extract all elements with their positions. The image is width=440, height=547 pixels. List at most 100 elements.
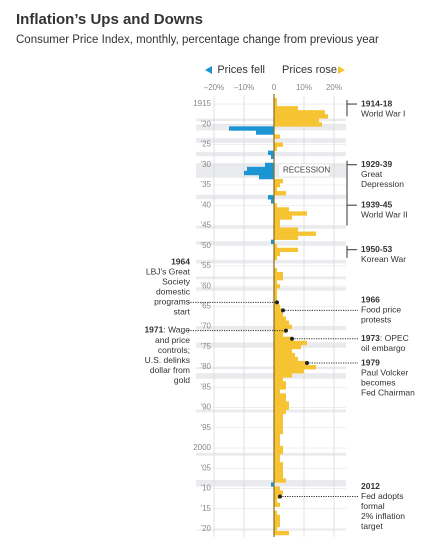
bar bbox=[274, 510, 277, 516]
annotation-text: Paul Volcker bbox=[361, 367, 408, 377]
annotation-year: 1966 bbox=[361, 295, 380, 305]
bar bbox=[274, 276, 283, 281]
bar bbox=[274, 271, 283, 277]
y-tick-label: ’25 bbox=[200, 140, 211, 149]
annotation-label: 1950-53 bbox=[361, 244, 392, 254]
bar bbox=[274, 421, 283, 427]
bar bbox=[274, 227, 298, 232]
bar bbox=[274, 292, 277, 297]
bar bbox=[274, 231, 316, 236]
recession-band bbox=[196, 259, 346, 264]
y-tick-label: ’20 bbox=[200, 119, 211, 128]
annotation-text: Great bbox=[361, 169, 383, 179]
bar bbox=[274, 203, 277, 208]
bar bbox=[274, 466, 283, 471]
bar bbox=[274, 215, 292, 220]
y-tick-label: 2000 bbox=[193, 443, 211, 452]
bar bbox=[274, 207, 289, 212]
bar bbox=[274, 518, 280, 524]
annotation-text: gold bbox=[174, 375, 190, 385]
bar bbox=[274, 474, 283, 479]
bar bbox=[274, 308, 283, 313]
y-tick-label: ’30 bbox=[200, 160, 211, 169]
bar bbox=[274, 187, 277, 192]
bar bbox=[274, 243, 277, 249]
bar bbox=[259, 174, 274, 180]
recession-band bbox=[196, 373, 346, 379]
bar bbox=[274, 235, 298, 240]
bar bbox=[274, 247, 298, 253]
bar bbox=[274, 373, 292, 378]
bar bbox=[274, 417, 283, 422]
bar bbox=[274, 344, 301, 350]
bar bbox=[268, 195, 274, 200]
annotation-text: controls; bbox=[158, 345, 190, 355]
bar bbox=[274, 502, 280, 507]
bar bbox=[274, 267, 277, 273]
annotation-text: oil embargo bbox=[361, 343, 406, 353]
annotation-year: 1964 bbox=[171, 257, 190, 267]
bar bbox=[274, 514, 280, 520]
bar bbox=[274, 178, 283, 184]
y-tick-label: ’95 bbox=[200, 423, 211, 432]
bar bbox=[274, 458, 280, 463]
bar bbox=[274, 498, 277, 503]
recession-band bbox=[196, 118, 346, 122]
bar bbox=[274, 348, 292, 354]
legend-label: Prices rose bbox=[282, 64, 337, 76]
bar bbox=[271, 199, 274, 204]
annotation-dot bbox=[275, 300, 279, 305]
y-tick-label: ’90 bbox=[200, 403, 211, 412]
y-tick-label: ’85 bbox=[200, 382, 211, 391]
bar bbox=[274, 352, 295, 358]
chart-subtitle: Consumer Price Index, monthly, percentag… bbox=[16, 34, 379, 46]
annotation-text: Fed adopts bbox=[361, 491, 404, 501]
recession-band bbox=[196, 287, 346, 291]
bar bbox=[274, 437, 280, 443]
bar bbox=[274, 397, 286, 402]
bar bbox=[274, 409, 286, 414]
bar bbox=[274, 255, 277, 261]
annotation-text: programs bbox=[154, 297, 190, 307]
bar bbox=[274, 219, 280, 224]
bar bbox=[271, 154, 274, 160]
annotation-dot bbox=[278, 494, 282, 499]
y-tick-label: 1915 bbox=[193, 99, 211, 108]
recession-label: RECESSION bbox=[283, 166, 330, 175]
x-tick-label: –10% bbox=[234, 83, 254, 92]
bar bbox=[268, 150, 274, 155]
bar bbox=[274, 122, 322, 127]
bar bbox=[274, 478, 286, 483]
annotation-text: protests bbox=[361, 315, 391, 325]
annotation-year: 2012 bbox=[361, 481, 380, 491]
bar bbox=[271, 482, 274, 487]
bar bbox=[274, 284, 280, 289]
bar bbox=[244, 170, 274, 176]
annotation-text: : OPEC bbox=[380, 333, 409, 343]
y-tick-label: ’05 bbox=[200, 463, 211, 472]
annotation-label: 1929-39 bbox=[361, 159, 392, 169]
annotation-text: formal bbox=[361, 501, 385, 511]
y-tick-label: ’50 bbox=[200, 241, 211, 250]
bar bbox=[274, 146, 277, 151]
bar bbox=[274, 102, 277, 107]
bar bbox=[274, 530, 289, 536]
bar bbox=[274, 324, 292, 329]
annotation-label: 1914-18 bbox=[361, 98, 392, 108]
annotation-dot bbox=[281, 308, 285, 313]
bar bbox=[274, 296, 277, 301]
bar bbox=[229, 126, 274, 131]
recession-band bbox=[196, 409, 346, 413]
bar bbox=[274, 336, 292, 342]
bar bbox=[274, 365, 316, 370]
y-tick-label: ’40 bbox=[200, 200, 211, 209]
annotation-year: 1971 bbox=[144, 325, 163, 335]
legend-marker bbox=[205, 66, 212, 74]
bar bbox=[274, 405, 289, 410]
bar bbox=[274, 385, 286, 390]
recession-band bbox=[196, 452, 346, 456]
annotation-text: U.S. delinks bbox=[145, 355, 190, 365]
y-tick-label: ’10 bbox=[200, 484, 211, 493]
bar bbox=[274, 191, 286, 196]
annotation-text: Food price bbox=[361, 305, 401, 315]
